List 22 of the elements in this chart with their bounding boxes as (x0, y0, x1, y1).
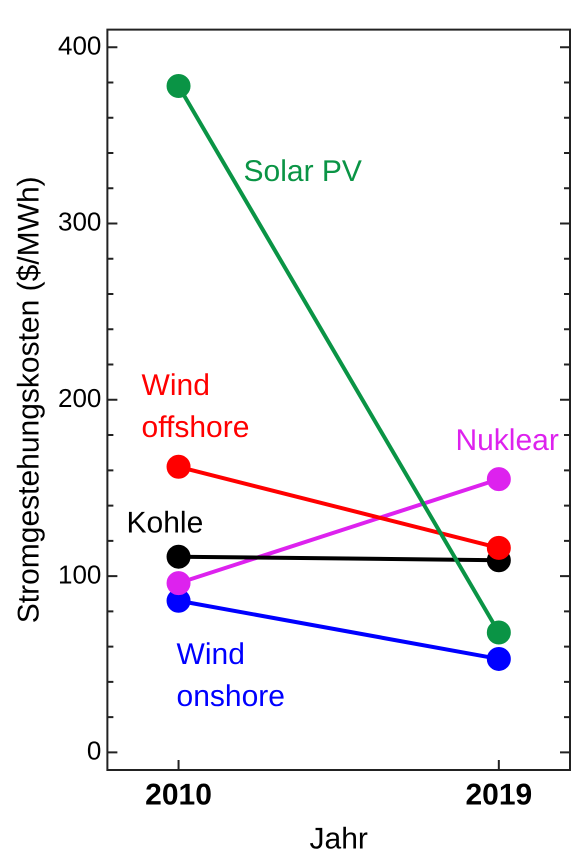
point (486, 467, 511, 492)
series-label: Nuklear (455, 424, 559, 458)
point (166, 454, 191, 479)
point (166, 74, 191, 98)
series-label: Wind offshore (142, 368, 250, 444)
series-label: Solar PV (244, 155, 362, 188)
x-axis-title: Jahr (310, 822, 368, 856)
x-tick-label: 2010 (145, 778, 212, 812)
y-axis-title: Stromgestehungskosten ($/MWh) (12, 176, 46, 624)
point (166, 544, 191, 569)
y-tick-label: 300 (58, 206, 102, 237)
point (486, 536, 511, 560)
y-tick-label: 400 (58, 30, 102, 60)
y-tick-label: 0 (86, 736, 102, 766)
series-label: Kohle (126, 506, 204, 540)
y-tick-label: 100 (58, 559, 102, 590)
y-tick-label: 200 (58, 382, 102, 413)
x-tick-label: 2019 (465, 778, 532, 812)
series-label: Wind onshore (176, 638, 285, 713)
point (486, 646, 511, 671)
point (486, 620, 511, 644)
point (166, 571, 191, 596)
